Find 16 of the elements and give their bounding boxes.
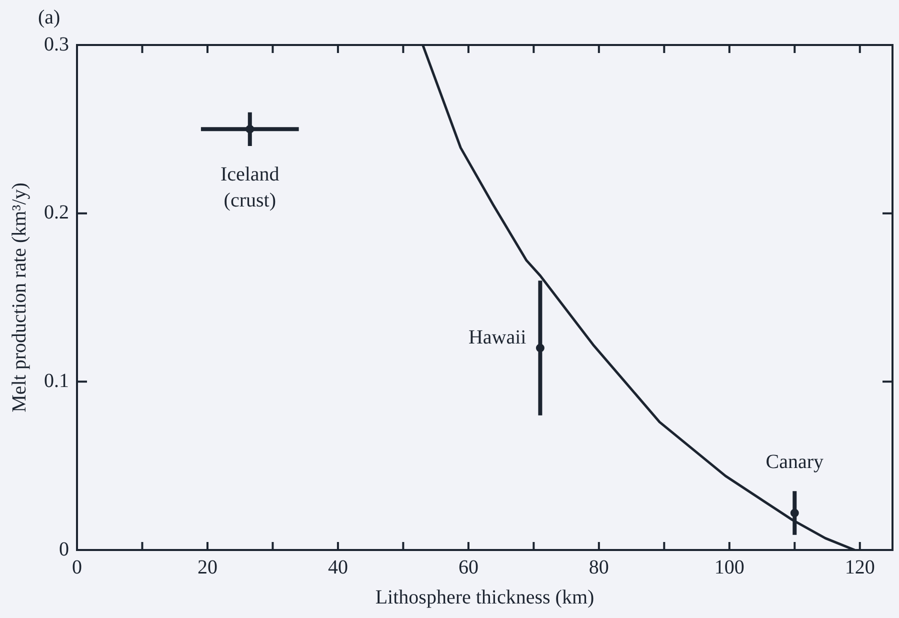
y-tick-label: 0.3 bbox=[44, 33, 69, 56]
annotation: Canary bbox=[766, 451, 824, 474]
y-tick-label: 0.1 bbox=[44, 370, 69, 392]
y-axis-title: Melt production rate (km³/y) bbox=[8, 182, 30, 412]
x-tick-label: 120 bbox=[844, 556, 875, 578]
x-tick-label: 40 bbox=[328, 556, 348, 578]
annotation: Hawaii bbox=[468, 326, 527, 348]
x-tick-label: 100 bbox=[714, 556, 744, 578]
x-tick-label: 60 bbox=[458, 556, 478, 578]
annotation: Iceland (crust) bbox=[220, 163, 280, 212]
y-tick-label: 0 bbox=[59, 538, 69, 560]
x-axis-title: Lithosphere thickness (km) bbox=[375, 586, 594, 608]
chart-title: (a) bbox=[38, 6, 60, 28]
x-tick-label: 80 bbox=[588, 556, 609, 578]
y-tick-label: 0.2 bbox=[44, 202, 69, 224]
x-tick-label: 20 bbox=[197, 556, 218, 578]
